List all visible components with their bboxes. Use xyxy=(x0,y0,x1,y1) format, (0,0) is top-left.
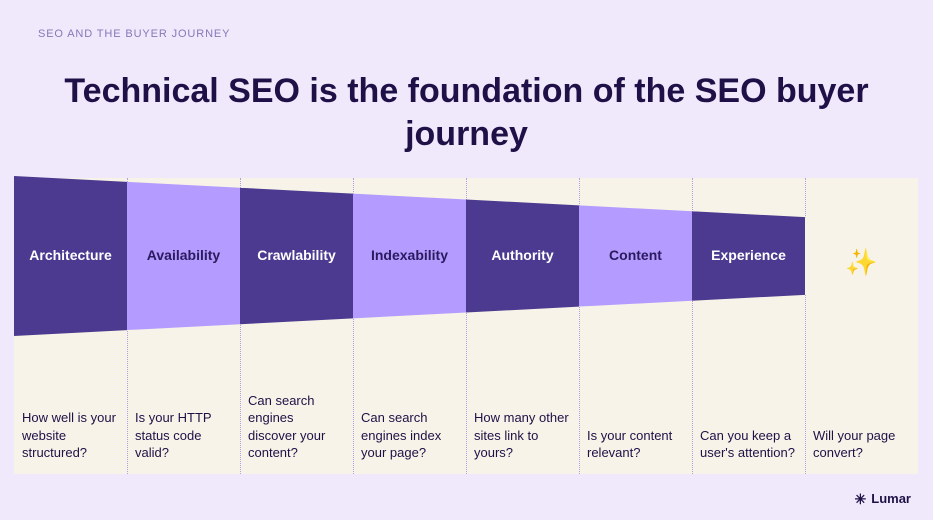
funnel-stage-label: Authority xyxy=(466,247,579,263)
funnel-stage-desc: How well is your website structured? xyxy=(22,409,119,462)
funnel-stage-label: Indexability xyxy=(353,247,466,263)
funnel-column: Authority How many other sites link to yo… xyxy=(466,178,579,474)
funnel-stage-label: Experience xyxy=(692,247,805,263)
logo-text: Lumar xyxy=(871,491,911,506)
funnel-stage-desc: Is your HTTP status code valid? xyxy=(135,409,232,462)
funnel-stage-label: Content xyxy=(579,247,692,263)
funnel-column: Experience Can you keep a user's attentio… xyxy=(692,178,805,474)
funnel-column: Indexability Can search engines index you… xyxy=(353,178,466,474)
funnel-column: Crawlability Can search engines discover … xyxy=(240,178,353,474)
funnel-stage-desc: Can search engines discover your content… xyxy=(248,392,345,462)
funnel-column: Availability Is your HTTP status code val… xyxy=(127,178,240,474)
eyebrow-text: SEO AND THE BUYER JOURNEY xyxy=(38,28,230,40)
funnel-stage-desc: How many other sites link to yours? xyxy=(474,409,571,462)
funnel-stage-desc: Can you keep a user's attention? xyxy=(700,427,797,462)
funnel-column: ✨ Will your page convert? xyxy=(805,178,918,474)
funnel-diagram: Architecture How well is your website str… xyxy=(14,178,918,474)
brand-logo: ✳ Lumar xyxy=(855,491,911,506)
sparkles-icon: ✨ xyxy=(805,247,918,278)
funnel-column: Architecture How well is your website str… xyxy=(14,178,127,474)
funnel-stage-label: Architecture xyxy=(14,247,127,263)
funnel-column: Content Is your content relevant? xyxy=(579,178,692,474)
funnel-stage-desc: Is your content relevant? xyxy=(587,427,684,462)
funnel-stage-label: Availability xyxy=(127,247,240,263)
funnel-stage-desc: Can search engines index your page? xyxy=(361,409,458,462)
funnel-stage-label: Crawlability xyxy=(240,247,353,263)
page-title: Technical SEO is the foundation of the S… xyxy=(0,70,933,155)
funnel-stage-desc: Will your page convert? xyxy=(813,427,910,462)
logo-mark-icon: ✳ xyxy=(855,492,867,506)
